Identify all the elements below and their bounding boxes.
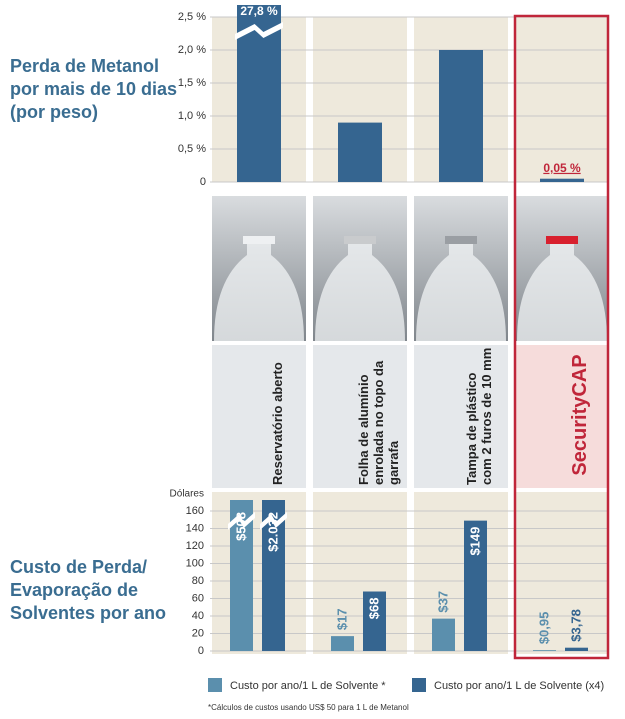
value-label: 27,8 %	[240, 4, 278, 18]
bar	[338, 122, 382, 182]
value-label: $149	[467, 527, 482, 556]
category-label: Reservatório aberto	[269, 362, 285, 485]
column-bg	[414, 492, 508, 654]
y-tick-label: 0,5 %	[178, 143, 206, 155]
y-axis-label: Dólares	[170, 489, 204, 500]
label-bg	[515, 345, 609, 488]
value-label: 0,05 %	[543, 161, 581, 175]
bar	[262, 500, 285, 651]
legend-swatch	[412, 678, 426, 692]
bar	[432, 618, 455, 651]
bar	[230, 500, 253, 651]
bottle	[517, 240, 607, 341]
bar	[565, 647, 588, 651]
column-bg	[515, 492, 609, 654]
bottom-title: Custo de Perda/ Evaporação de Solventes …	[10, 557, 167, 623]
bar	[464, 520, 487, 651]
axis-break	[228, 512, 255, 530]
bottle-neck	[546, 236, 578, 244]
backgrounds: 00,5 %1,0 %1,5 %2,0 %2,5 %0,9 %2 %0,05 %…	[170, 11, 609, 657]
axis-break	[235, 22, 283, 40]
category-label: SecurityCAP	[568, 354, 591, 476]
legend-swatch	[208, 678, 222, 692]
column-bg	[515, 17, 609, 182]
value-label: $37	[435, 591, 450, 613]
value-label: $2.032	[265, 512, 280, 552]
bottle	[214, 240, 304, 341]
y-tick-label: 80	[192, 575, 204, 587]
value-label: $508	[233, 512, 248, 541]
footnote: *Cálculos de custos usando US$ 50 para 1…	[208, 703, 409, 712]
column-bg	[212, 492, 306, 654]
plot-top	[235, 5, 584, 182]
category-label: Folha de alumínio enrolada no topo da ga…	[355, 360, 401, 485]
value-label: $0,95	[536, 612, 551, 645]
y-tick-label: 2,0 %	[178, 44, 206, 56]
y-tick-label: 160	[186, 505, 204, 517]
y-tick-label: 120	[186, 540, 204, 552]
y-tick-label: 0	[200, 176, 206, 188]
highlight-frame	[513, 14, 610, 660]
legend-label: Custo por ano/1 L de Solvente *	[230, 680, 386, 692]
bottle-neck	[344, 236, 376, 244]
bottle-neck	[243, 236, 275, 244]
y-tick-label: 2,5 %	[178, 11, 206, 23]
bar	[533, 650, 556, 651]
y-tick-label: 60	[192, 592, 204, 604]
value-label: $68	[366, 598, 381, 620]
y-tick-label: 20	[192, 627, 204, 639]
bar	[331, 636, 354, 651]
plot-bottom	[228, 500, 588, 651]
category-label: Tampa de plástico com 2 furos de 10 mm	[464, 347, 494, 485]
bar	[363, 591, 386, 651]
column-bg	[313, 492, 407, 654]
label-bg	[414, 345, 508, 488]
bottle	[315, 240, 405, 341]
y-tick-label: 40	[192, 610, 204, 622]
legend-label: Custo por ano/1 L de Solvente (x4)	[434, 680, 604, 692]
bar	[540, 178, 584, 182]
top-title: Perda de Metanol por mais de 10 dias (po…	[10, 56, 178, 122]
bottle-neck	[445, 236, 477, 244]
value-label: $3,78	[568, 609, 583, 642]
value-label: $17	[334, 608, 349, 630]
y-tick-label: 1,5 %	[178, 77, 206, 89]
label-bg	[313, 345, 407, 488]
axis-break	[260, 512, 287, 530]
y-tick-label: 1,0 %	[178, 110, 206, 122]
bottle	[416, 240, 506, 341]
y-tick-label: 0	[198, 645, 204, 657]
bar	[439, 50, 483, 182]
y-tick-label: 100	[186, 557, 204, 569]
label-bg	[212, 345, 306, 488]
y-tick-label: 140	[186, 522, 204, 534]
